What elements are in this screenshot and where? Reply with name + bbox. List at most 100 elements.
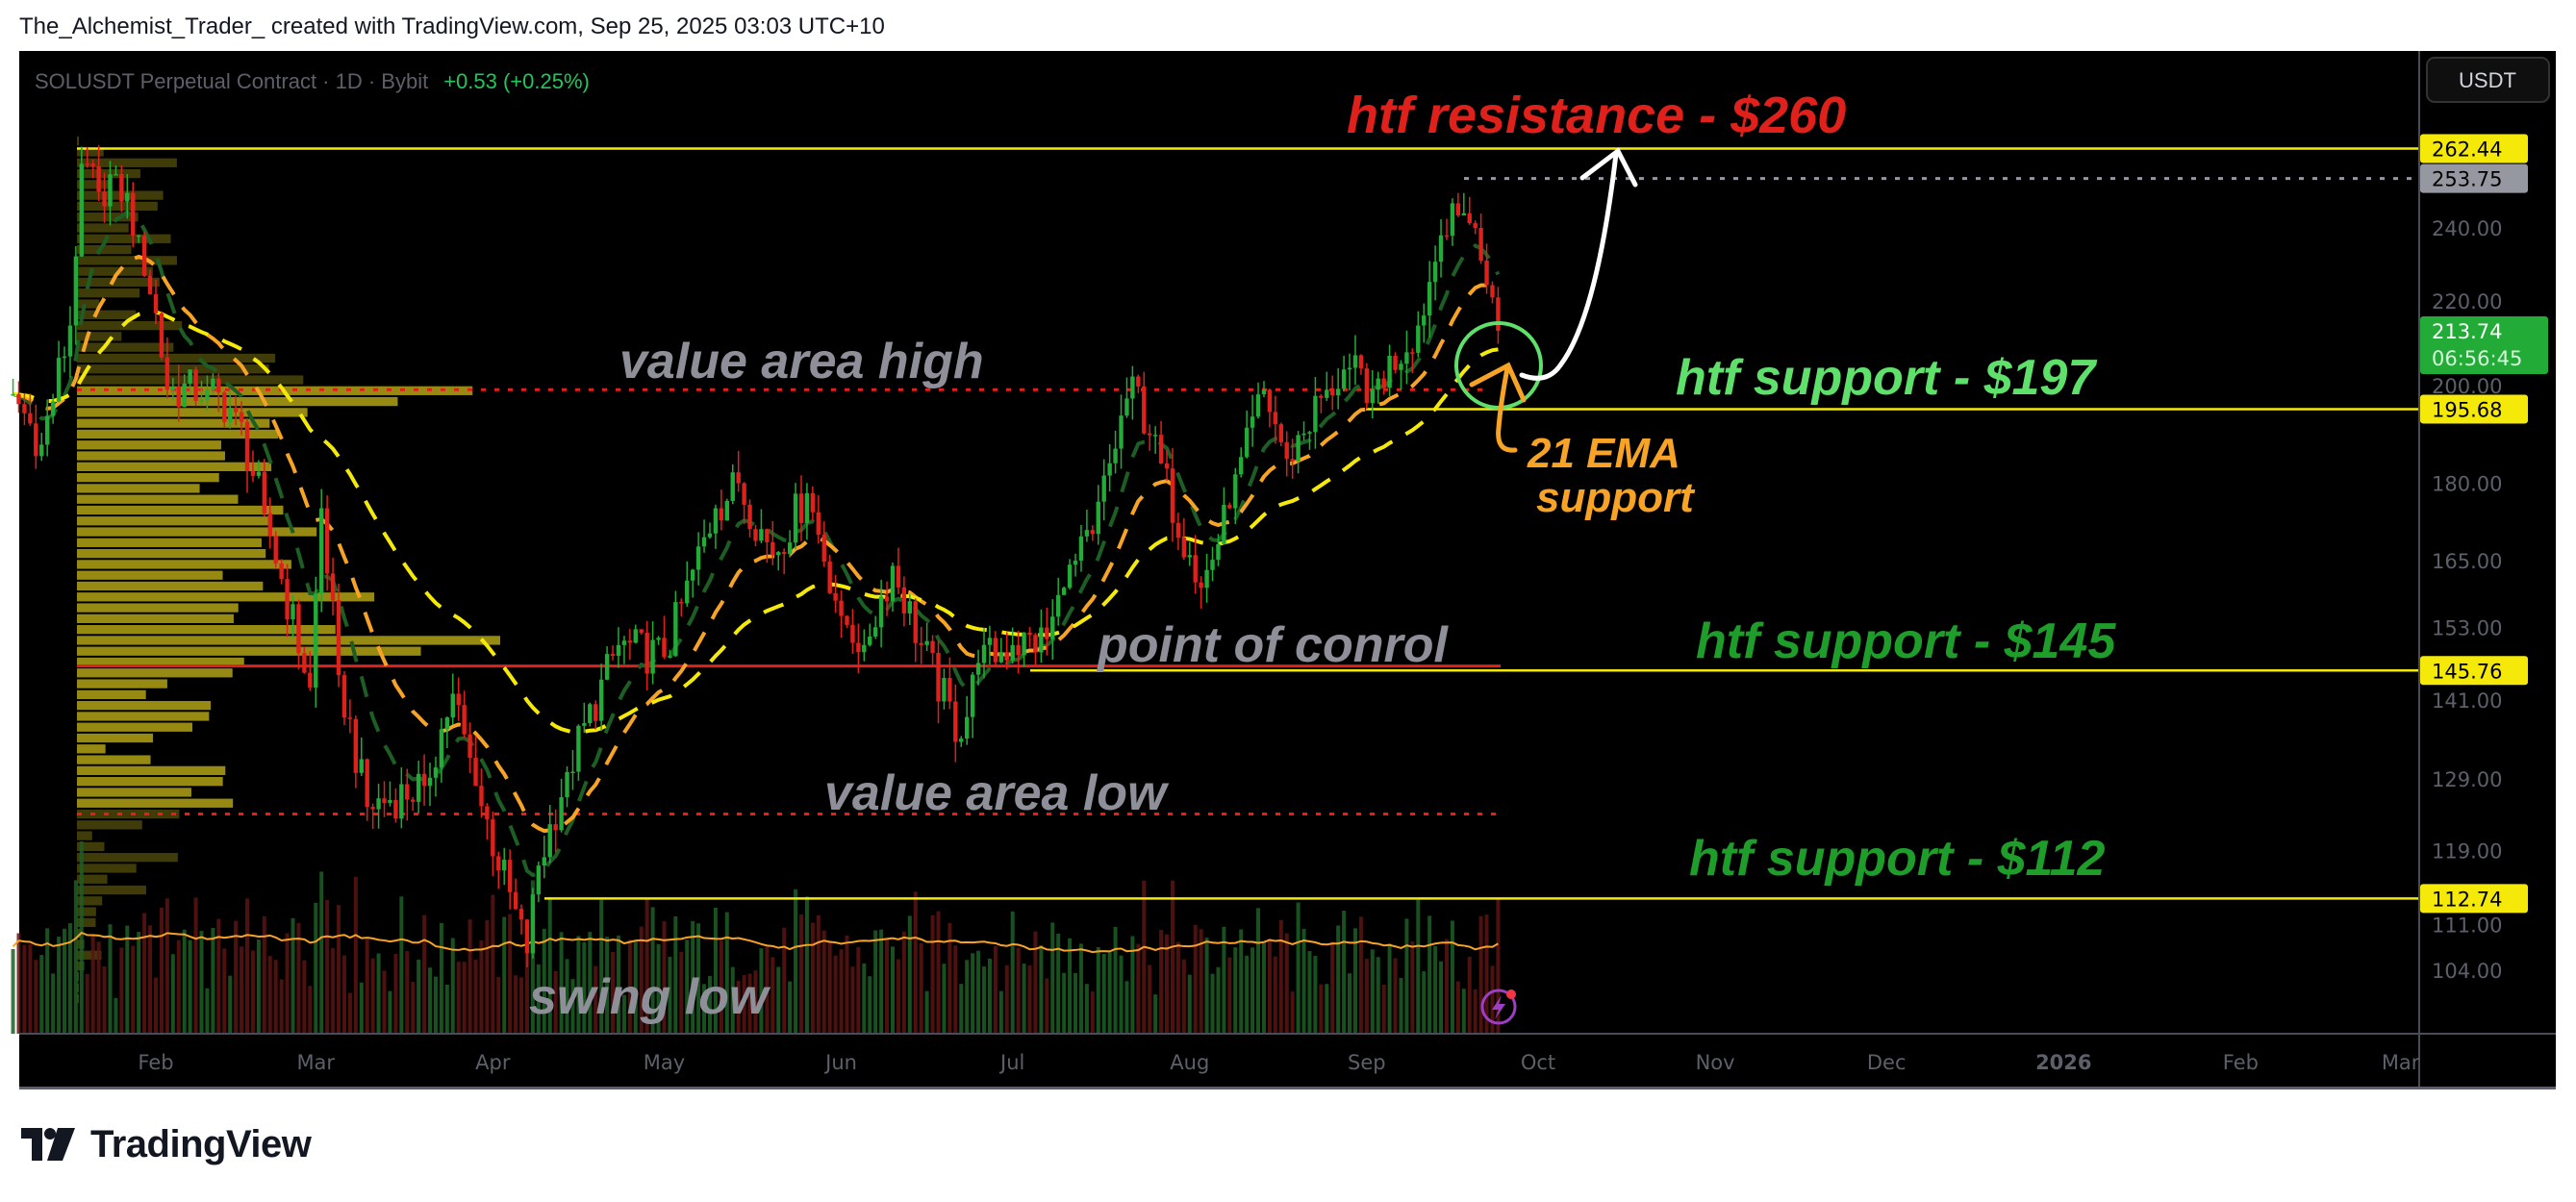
volume-bar: [1467, 956, 1472, 1034]
volume-profile-bar: [77, 864, 137, 873]
volume-bar: [1175, 941, 1180, 1034]
candle-body: [1193, 555, 1198, 583]
ema-fast-line: [12, 210, 1501, 878]
candle-body: [147, 275, 153, 294]
price-badge-bg: [2420, 163, 2528, 193]
candle-body: [1376, 378, 1380, 390]
candle: [907, 594, 913, 626]
candle: [1307, 430, 1312, 450]
candle-body: [1222, 505, 1226, 544]
volume-bar: [73, 880, 78, 1034]
candle-body: [862, 644, 867, 653]
candle-body: [114, 174, 118, 176]
price-badge-262.44: 262.44: [2420, 134, 2528, 163]
candle-body: [85, 163, 89, 165]
candle: [872, 615, 878, 639]
candle-body: [205, 389, 210, 401]
candle-body: [336, 600, 341, 676]
symbol-legend[interactable]: SOLUSDT Perpetual Contract · 1D · Bybit: [35, 69, 428, 93]
candle: [1210, 546, 1215, 582]
price-axis[interactable]: 240.00 220.00 200.00 180.00 165.00 153.00 141.…: [2432, 217, 2502, 983]
volume-bar: [668, 957, 672, 1034]
volume-bar: [1307, 951, 1312, 1034]
volume-bar: [1330, 941, 1335, 1034]
volume-bar: [907, 915, 912, 1034]
volume-bar: [273, 960, 278, 1034]
candle: [462, 690, 467, 739]
volume-bar: [1204, 938, 1209, 1034]
volume-bar: [347, 992, 352, 1034]
candle-body: [1467, 213, 1472, 224]
candle: [1096, 485, 1100, 545]
volume-profile-bar: [77, 972, 79, 982]
volume-ma-line: [12, 931, 1499, 954]
volume-profile-bar: [77, 440, 221, 450]
volume-profile-bar: [77, 896, 103, 906]
candle-body: [125, 192, 130, 202]
candle: [444, 716, 450, 749]
candle-body: [695, 546, 701, 570]
candle-body: [993, 638, 998, 663]
annotation-ema-support: support: [1536, 474, 1696, 521]
tradingview-logo[interactable]: TradingView: [21, 1123, 312, 1166]
volume-bar: [216, 918, 221, 1034]
volume-bar: [67, 923, 72, 1034]
svg-text:USDT: USDT: [2459, 68, 2516, 92]
volume-bar: [747, 973, 752, 1034]
candle-body: [1010, 644, 1015, 661]
candle-body: [507, 860, 513, 892]
candle-body: [22, 404, 27, 413]
price-tick-label: 104.00: [2432, 960, 2502, 983]
candle-body: [747, 504, 752, 530]
white-arrow-drawing: [1519, 151, 1619, 381]
volume-profile-bar: [77, 809, 180, 819]
volume-profile-bar: [77, 841, 105, 852]
time-axis[interactable]: Feb Mar Apr May Jun Jul Aug Sep Oct Nov Dec 2026 Feb…: [138, 1051, 2419, 1074]
volume-bar: [176, 939, 181, 1034]
candle: [644, 620, 649, 691]
candle: [1056, 577, 1061, 626]
volume-profile-bar: [77, 484, 200, 493]
volume-bar: [1490, 965, 1495, 1034]
candle-body: [473, 758, 478, 787]
candle-body: [393, 799, 398, 819]
time-tick-label: Dec: [1867, 1051, 1907, 1074]
lightning-icon[interactable]: [1480, 989, 1517, 1025]
annotation-htf-support-197: htf support - $197: [1676, 350, 2097, 406]
price-badge-253.75: 253.75: [2420, 163, 2528, 193]
candle: [1078, 524, 1084, 572]
volume-profile-bar: [77, 831, 92, 840]
candle: [947, 657, 952, 710]
candle: [73, 245, 79, 345]
candle: [114, 165, 118, 176]
volume-profile-bar: [77, 408, 308, 417]
candle: [85, 146, 89, 168]
candle: [28, 393, 33, 426]
candle-body: [1148, 433, 1152, 436]
candle-body: [1461, 213, 1467, 216]
candle: [1284, 431, 1289, 477]
candle: [765, 528, 770, 563]
candle: [1416, 311, 1421, 358]
volume-bar: [1119, 955, 1124, 1034]
candle: [695, 532, 701, 586]
candle: [1358, 354, 1364, 375]
volume-bar: [1165, 934, 1170, 1034]
candle: [1050, 599, 1055, 660]
chart-frame[interactable]: [19, 51, 2556, 1089]
volume-bar: [296, 922, 301, 1034]
volume-bar: [57, 937, 62, 1034]
candle: [1313, 377, 1318, 449]
currency-button[interactable]: USDT: [2426, 57, 2550, 103]
annotation-htf-support-145: htf support - $145: [1696, 614, 2116, 669]
candle-body: [1307, 432, 1312, 434]
candle-body: [1164, 463, 1170, 469]
volume-bar: [1004, 964, 1009, 1034]
volume-bar: [1050, 922, 1055, 1034]
candle-body: [1484, 260, 1489, 286]
volume-bar: [1113, 926, 1118, 1034]
volume-bar: [1045, 978, 1049, 1034]
candle-body: [1296, 435, 1301, 462]
volume-profile-bar: [77, 570, 223, 580]
